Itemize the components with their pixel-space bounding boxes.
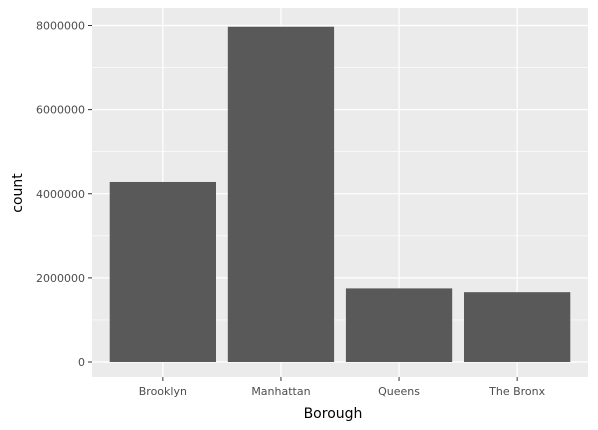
y-axis-ticks: 0 2000000 4000000 6000000 8000000 — [36, 20, 92, 369]
bar-queens — [345, 288, 453, 362]
y-tick-label: 4000000 — [36, 188, 85, 201]
bar-the-bronx — [464, 292, 571, 362]
y-tick-label: 6000000 — [36, 104, 85, 117]
x-tick-label: Brooklyn — [139, 385, 187, 398]
x-tick-label: Queens — [378, 385, 420, 398]
x-axis-ticks: Brooklyn Manhattan Queens The Bronx — [139, 377, 546, 398]
y-tick-label: 2000000 — [36, 272, 85, 285]
bar-brooklyn — [109, 181, 216, 362]
y-axis-title: count — [10, 173, 26, 213]
x-axis-title: Borough — [304, 406, 363, 422]
y-tick-label: 8000000 — [36, 20, 85, 33]
y-tick-label: 0 — [78, 356, 85, 369]
x-tick-label: Manhattan — [251, 385, 310, 398]
bar-manhattan — [227, 26, 335, 363]
x-tick-label: The Bronx — [488, 385, 545, 398]
bars — [109, 26, 571, 363]
